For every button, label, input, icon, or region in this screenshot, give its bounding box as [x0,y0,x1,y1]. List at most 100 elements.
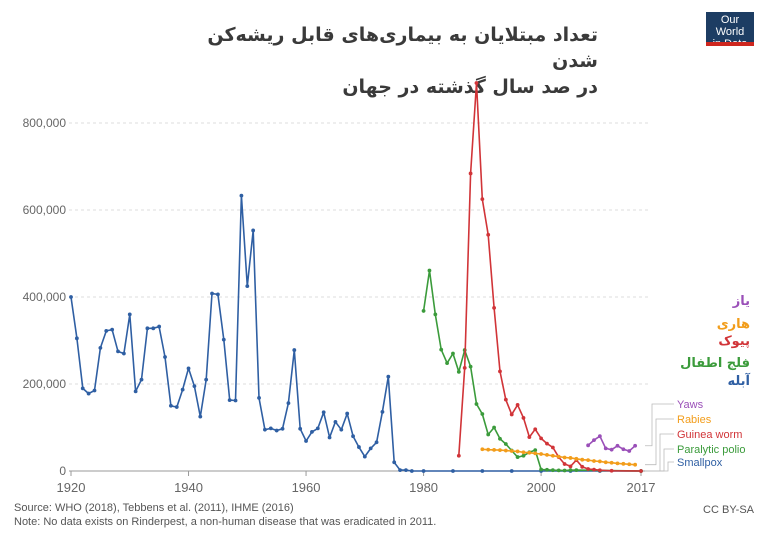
data-point-smallpox [104,329,109,333]
title-line-1: تعداد مبتلایان به بیماری‌های قابل ریشه‌ک… [207,24,598,72]
data-point-guinea-worm [597,468,602,473]
data-point-rabies [492,448,496,452]
legend-item-persian: فلج اطفال [680,356,750,371]
data-point-smallpox [380,409,385,414]
data-point-smallpox [121,351,126,356]
data-point-smallpox [392,460,397,465]
data-point-rabies [480,447,485,452]
data-point-rabies [621,461,626,466]
data-point-guinea-worm [498,369,502,374]
data-point-paralytic-polio [433,312,438,317]
data-point-guinea-worm [462,366,467,370]
data-point-smallpox [480,469,485,473]
data-point-yaws [592,438,596,443]
data-point-smallpox [145,326,150,331]
data-point-smallpox [398,468,402,473]
data-point-smallpox [157,324,162,329]
y-tick-label: 0 [59,464,66,478]
data-point-rabies [603,460,608,465]
data-point-yaws [621,447,626,452]
data-point-paralytic-polio [498,436,502,441]
data-point-guinea-worm [527,435,532,439]
x-tick-label: 2017 [627,480,656,495]
data-point-smallpox [198,414,203,419]
data-point-smallpox [263,427,267,432]
series-label-yaws: Yaws [677,399,704,411]
data-point-smallpox [368,446,373,451]
data-point-guinea-worm [486,232,491,237]
data-point-paralytic-polio [480,412,485,416]
data-point-rabies [515,449,520,454]
legend-item-persian: یاز [732,294,750,309]
data-point-smallpox [127,312,132,317]
data-point-guinea-worm [492,305,496,310]
data-point-yaws [609,447,614,452]
data-point-paralytic-polio [456,369,461,374]
data-point-guinea-worm [480,197,485,202]
data-point-smallpox [362,454,367,459]
label-connector [645,433,674,472]
data-point-smallpox [168,403,173,408]
y-tick-label: 800,000 [23,116,67,130]
data-point-smallpox [180,387,185,392]
data-point-smallpox [139,377,144,382]
data-point-paralytic-polio [439,347,444,352]
series-label-paralytic-polio: Paralytic polio [677,444,745,456]
series-label-rabies: Rabies [677,414,712,426]
data-point-smallpox [286,401,291,406]
data-point-paralytic-polio [515,455,520,459]
data-point-smallpox [386,374,391,379]
series-line-smallpox [70,194,641,472]
data-point-rabies [627,462,632,467]
data-point-rabies [521,450,526,455]
data-point-smallpox [351,434,355,439]
data-point-paralytic-polio [521,453,526,458]
data-point-guinea-worm [503,397,508,402]
data-point-guinea-worm [568,464,573,469]
data-point-paralytic-polio [486,432,491,437]
data-point-rabies [568,456,573,460]
data-point-guinea-worm [474,81,479,85]
footnote: Note: No data exists on Rinderpest, a no… [14,516,437,528]
data-point-smallpox [151,326,156,331]
data-point-smallpox [86,391,91,396]
label-connector [645,448,674,472]
license-link[interactable]: CC BY-SA [703,504,754,516]
x-tick-label: 1920 [57,480,86,495]
data-point-guinea-worm [468,171,473,176]
data-point-rabies [550,453,555,458]
data-point-yaws [615,443,620,448]
series-line-paralytic-polio [422,269,642,472]
data-point-smallpox [221,337,226,342]
data-point-guinea-worm [545,441,549,446]
data-point-smallpox [204,377,209,382]
data-point-yaws [597,434,602,439]
data-point-smallpox [227,398,232,402]
data-point-yaws [586,443,591,448]
data-point-rabies [486,447,491,452]
data-point-smallpox [509,469,514,473]
x-tick-label: 1960 [292,480,321,495]
data-point-smallpox [251,228,256,233]
data-point-smallpox [216,292,220,297]
data-point-smallpox [80,386,85,391]
data-point-smallpox [315,426,320,431]
owid-logo[interactable]: Our World in Data [706,12,754,50]
data-point-paralytic-polio [574,468,579,473]
data-point-guinea-worm [592,467,596,472]
data-point-smallpox [174,405,179,409]
series-line-guinea-worm [458,82,642,472]
data-point-smallpox [298,426,303,431]
data-point-smallpox [339,427,344,432]
chart-title: تعداد مبتلایان به بیماری‌های قابل ریشه‌ک… [178,22,598,100]
data-point-smallpox [74,336,79,341]
data-point-smallpox [310,429,314,434]
data-point-smallpox [133,389,138,394]
logo-line-1: Our World [715,14,745,38]
data-point-guinea-worm [580,464,585,469]
data-point-rabies [509,449,514,453]
data-point-rabies [633,462,638,467]
data-point-smallpox [274,428,279,433]
data-point-paralytic-polio [445,361,449,366]
source-note: Source: WHO (2018), Tebbens et al. (2011… [14,502,294,514]
